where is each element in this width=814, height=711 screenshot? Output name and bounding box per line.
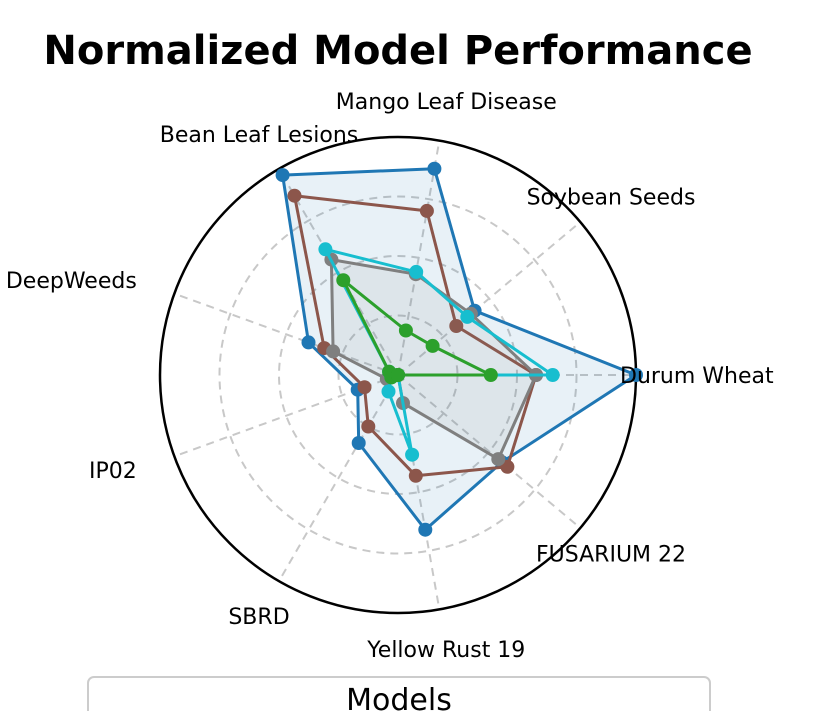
series-2-line [293, 194, 538, 478]
series-5 [336, 273, 498, 385]
series-4-point-7 [381, 384, 396, 399]
grid-spoke-6 [174, 374, 399, 458]
axis-label-7: SBRD [228, 605, 289, 630]
series-1-point-4 [275, 168, 290, 183]
axis-label-1: Durum Wheat [620, 364, 774, 389]
series-2-point-6 [357, 380, 372, 395]
series-1-line [281, 167, 638, 532]
grid-spoke-5 [174, 292, 399, 376]
grid-spoke-9 [397, 374, 581, 529]
series-4-point-8 [405, 447, 420, 462]
legend: Models [87, 676, 711, 711]
series-5-point-2 [425, 338, 440, 353]
legend-title: Models [346, 683, 452, 711]
series-1-point-5 [301, 335, 316, 350]
axis-label-3: Mango Leaf Disease [336, 90, 557, 115]
grid-spoke-7 [278, 374, 399, 582]
series-layer [275, 161, 643, 537]
series-1 [275, 161, 643, 537]
legend-box [87, 676, 711, 711]
axis-label-5: DeepWeeds [6, 269, 137, 294]
series-3-point-9 [491, 452, 506, 467]
chart-title: Normalized Model Performance [43, 28, 752, 74]
axis-label-6: IP02 [89, 459, 137, 484]
axis-label-9: FUSARIUM 22 [536, 543, 686, 568]
series-5-point-3 [398, 323, 413, 338]
series-2-point-7 [361, 419, 376, 434]
series-4-point-1 [545, 368, 560, 382]
series-4-point-4 [318, 242, 333, 257]
grid-spoke-8 [397, 374, 441, 610]
series-1-point-3 [427, 161, 442, 176]
series-5-point-1 [483, 368, 498, 382]
series-2-point-8 [408, 468, 423, 483]
axis-labels: Durum Wheat Soybean Seeds Mango Leaf Disea… [6, 90, 774, 663]
grid-spoke-3 [397, 140, 441, 376]
series-1-point-8 [418, 522, 433, 537]
series-4-point-2 [460, 309, 475, 324]
axis-label-8: Yellow Rust 19 [366, 638, 525, 663]
series-2-point-2 [449, 319, 464, 333]
axis-label-2: Soybean Seeds [527, 185, 696, 210]
grid-ring-3 [218, 195, 578, 555]
grid-spoke-2 [397, 221, 581, 376]
series-4-point-3 [409, 264, 424, 279]
series-5-point-4 [336, 273, 351, 288]
series-1-point-7 [351, 436, 366, 450]
series-3-point-5 [326, 344, 341, 359]
series-2-point-3 [419, 203, 434, 218]
axis-label-4: Bean Leaf Lesions [160, 123, 359, 148]
series-5-point-9 [391, 368, 405, 382]
series-1-point-1 [629, 368, 643, 382]
series-2-point-4 [287, 188, 302, 203]
